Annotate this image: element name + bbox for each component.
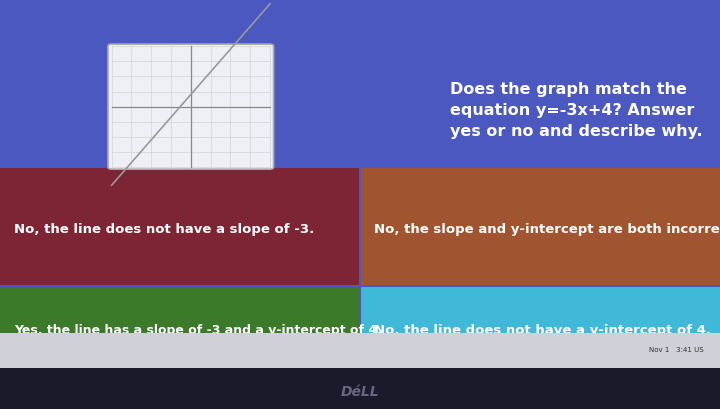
Bar xyxy=(0,168,360,288)
Bar xyxy=(0,286,360,368)
FancyBboxPatch shape xyxy=(108,45,274,170)
Text: Yes, the line has a slope of -3 and a y-intercept of 4.: Yes, the line has a slope of -3 and a y-… xyxy=(14,323,382,336)
Bar xyxy=(0,368,720,409)
Text: Does the graph match the
equation y=-3x+4? Answer
yes or no and describe why.: Does the graph match the equation y=-3x+… xyxy=(450,82,703,139)
Text: Nov 1   3:41 US: Nov 1 3:41 US xyxy=(649,346,704,352)
Bar xyxy=(360,168,720,288)
Text: No, the line does not have a slope of -3.: No, the line does not have a slope of -3… xyxy=(14,222,315,236)
Text: DéLL: DéLL xyxy=(341,384,379,398)
Text: No, the line does not have a y-intercept of 4.: No, the line does not have a y-intercept… xyxy=(374,323,711,336)
Text: No, the slope and y-intercept are both incorrect.: No, the slope and y-intercept are both i… xyxy=(374,222,720,236)
Bar xyxy=(360,286,720,368)
Bar xyxy=(0,333,720,368)
